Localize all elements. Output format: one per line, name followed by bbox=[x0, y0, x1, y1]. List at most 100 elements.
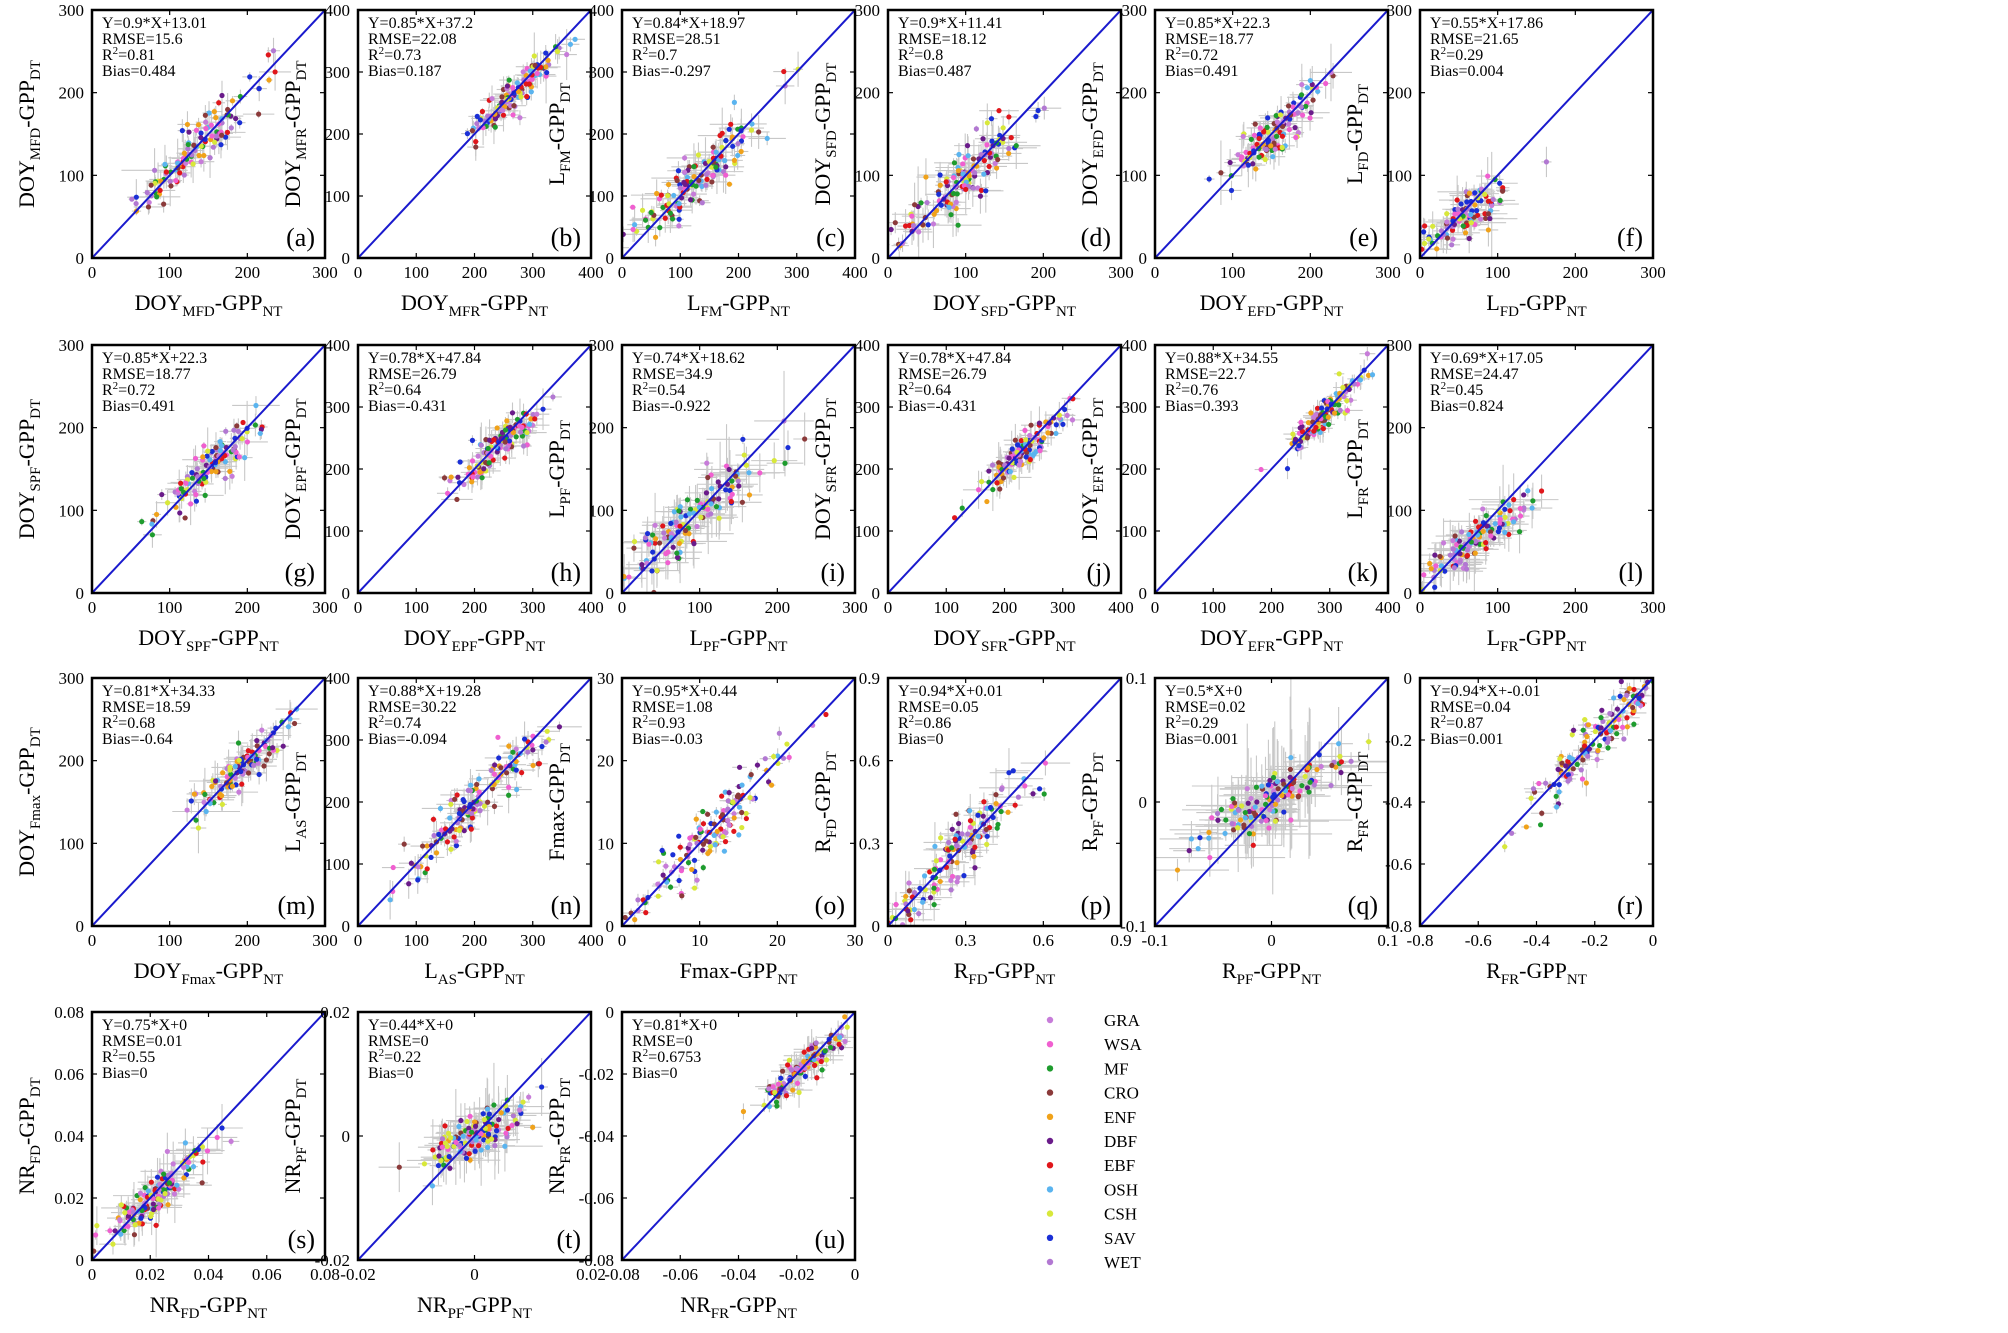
data-point bbox=[182, 515, 188, 521]
data-point bbox=[972, 170, 978, 176]
stats-line: Y=0.85*X+37.2 bbox=[368, 15, 473, 32]
data-point bbox=[630, 204, 636, 210]
x-axis-label-part: NT bbox=[528, 304, 548, 320]
x-axis-label-part: L bbox=[690, 625, 703, 650]
data-point bbox=[703, 490, 710, 496]
y-axis-label-part: DT bbox=[1356, 84, 1372, 104]
data-point bbox=[1454, 542, 1460, 548]
stats-r2-symbol: R bbox=[898, 47, 909, 64]
data-point bbox=[198, 143, 204, 149]
data-point bbox=[1438, 228, 1445, 234]
data-point bbox=[178, 486, 184, 492]
x-tick-label: 0 bbox=[618, 263, 627, 282]
data-point bbox=[1485, 227, 1492, 233]
data-point bbox=[1369, 372, 1376, 378]
data-point bbox=[978, 187, 985, 193]
stats-line: Bias=0.004 bbox=[1430, 63, 1503, 80]
data-point bbox=[1240, 133, 1246, 140]
axes-frame bbox=[90, 343, 327, 595]
data-point bbox=[1299, 81, 1305, 88]
stats-r2-value: =0.72 bbox=[1181, 47, 1218, 64]
data-point bbox=[233, 115, 239, 122]
data-point bbox=[139, 519, 145, 525]
data-point bbox=[133, 194, 139, 200]
data-point bbox=[975, 487, 982, 493]
y-axis-label-part: SFR bbox=[824, 466, 840, 493]
data-point bbox=[1332, 410, 1338, 416]
x-tick-label: 400 bbox=[578, 263, 604, 282]
data-point bbox=[705, 474, 711, 481]
data-point bbox=[1027, 457, 1033, 463]
stats-line: R2=0.54R2=0.54 bbox=[632, 380, 685, 399]
x-tick-label: 200 bbox=[992, 598, 1018, 617]
data-point bbox=[513, 434, 519, 440]
data-point bbox=[1053, 430, 1059, 437]
x-tick-label: 0 bbox=[1151, 598, 1160, 617]
data-point bbox=[567, 41, 574, 47]
stats-line: Y=0.78*X+47.84 bbox=[898, 350, 1011, 367]
panel-tag: (h) bbox=[551, 558, 581, 587]
data-point bbox=[523, 81, 529, 87]
stats-line: R2=0.29R2=0.29 bbox=[1430, 45, 1483, 64]
y-tick-label: 200 bbox=[1387, 84, 1413, 103]
data-point bbox=[473, 144, 479, 150]
y-tick-label: 0 bbox=[606, 249, 615, 268]
y-axis-label-part: -GPP bbox=[810, 418, 835, 466]
stats-line: Bias=-0.297 bbox=[632, 63, 711, 80]
data-point bbox=[499, 94, 505, 100]
data-point bbox=[892, 220, 898, 226]
data-point bbox=[1340, 384, 1346, 391]
data-point bbox=[1293, 134, 1299, 140]
y-axis-label-part: DOY bbox=[14, 160, 39, 208]
x-tick-label: 0 bbox=[618, 598, 627, 617]
data-point bbox=[978, 152, 984, 158]
data-point bbox=[988, 116, 995, 122]
data-point bbox=[1295, 110, 1301, 116]
y-tick-label: 200 bbox=[59, 84, 85, 103]
x-tick-label: 200 bbox=[726, 263, 752, 282]
y-tick-label: 0 bbox=[1404, 249, 1413, 268]
data-point bbox=[964, 143, 971, 149]
data-point bbox=[924, 199, 930, 206]
data-point bbox=[1455, 206, 1461, 212]
x-tick-label: 400 bbox=[842, 263, 868, 282]
stats-line: Bias=0.393 bbox=[1165, 398, 1238, 415]
data-point bbox=[532, 416, 538, 422]
data-point bbox=[698, 514, 704, 520]
data-point bbox=[936, 191, 942, 197]
data-point bbox=[1529, 505, 1535, 511]
x-axis-label-part: NT bbox=[259, 639, 279, 655]
data-point bbox=[676, 508, 682, 514]
data-point bbox=[256, 86, 262, 92]
data-point bbox=[1256, 135, 1262, 142]
stats-line: RMSE=21.65 bbox=[1430, 31, 1519, 48]
data-point bbox=[994, 480, 1000, 486]
data-point bbox=[152, 180, 158, 186]
x-axis-label-part: -GPP bbox=[722, 290, 770, 315]
panel-tag: (f) bbox=[1617, 223, 1643, 252]
x-tick-label: 0 bbox=[88, 598, 97, 617]
data-point bbox=[236, 454, 242, 460]
data-point bbox=[1000, 125, 1006, 131]
panel-j: 0 100 200 300 400 0 100 200 300 400 Y=0.78*X+47.84… bbox=[810, 336, 1134, 655]
data-point bbox=[1304, 85, 1310, 91]
data-point bbox=[149, 521, 155, 527]
stats-line: Y=0.85*X+22.3 bbox=[102, 350, 207, 367]
data-point bbox=[1250, 161, 1256, 167]
data-point bbox=[234, 423, 240, 429]
x-axis-label-part: NT bbox=[1323, 639, 1343, 655]
data-point bbox=[222, 459, 228, 465]
data-point bbox=[740, 134, 746, 140]
y-axis-label-part: L bbox=[544, 172, 569, 185]
data-point bbox=[726, 466, 732, 473]
data-point bbox=[1053, 422, 1059, 428]
data-point bbox=[473, 139, 479, 145]
data-point bbox=[189, 470, 195, 476]
data-point bbox=[1227, 159, 1233, 166]
data-point bbox=[660, 523, 666, 529]
data-point bbox=[153, 511, 160, 518]
data-point bbox=[1311, 414, 1317, 420]
data-point bbox=[1456, 538, 1463, 544]
data-point bbox=[1421, 240, 1428, 247]
data-point bbox=[168, 183, 174, 189]
